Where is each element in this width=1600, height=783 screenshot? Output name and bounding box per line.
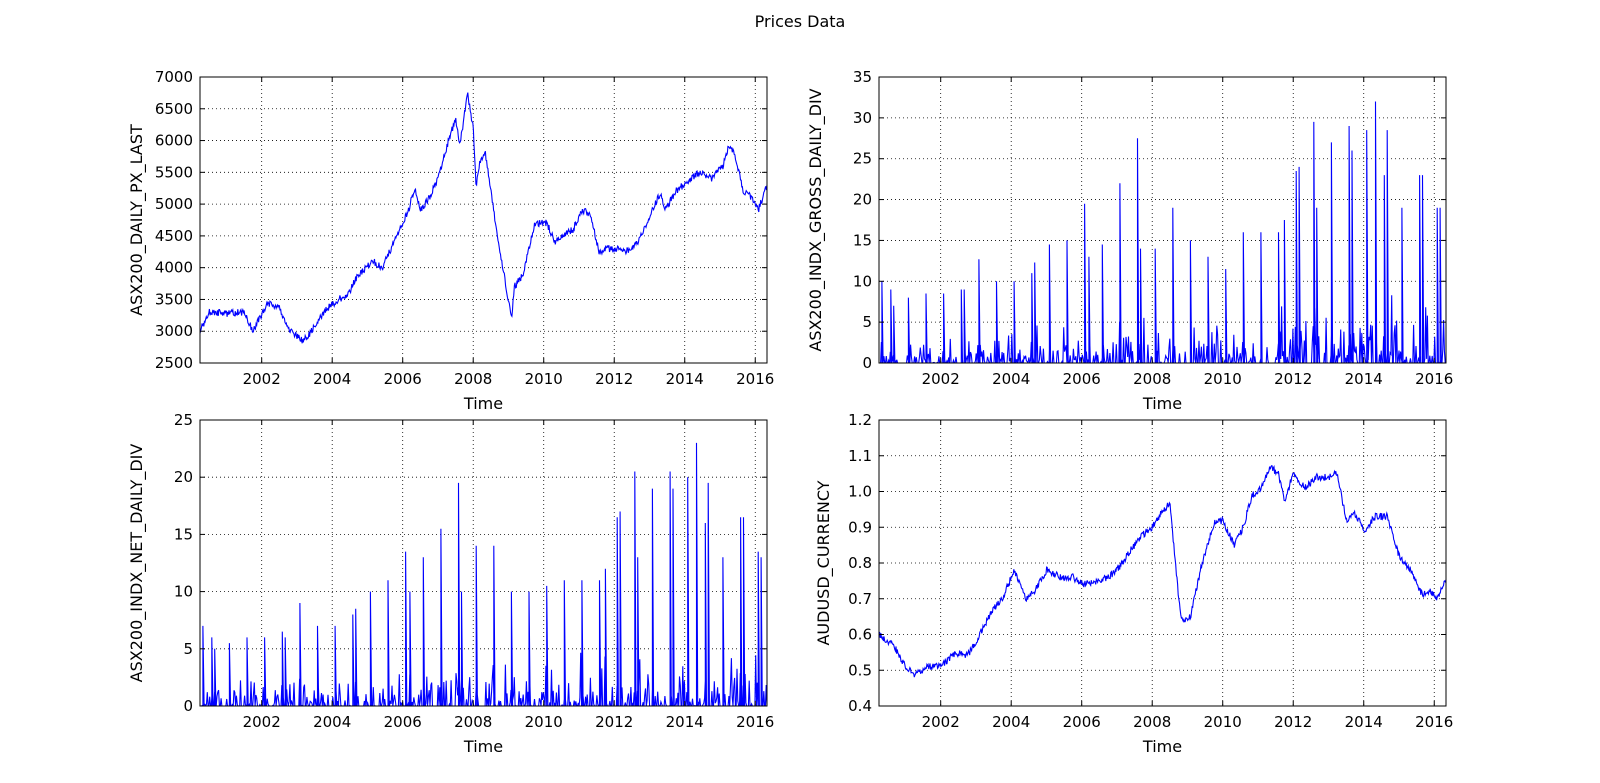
x-tick-label: 2016 — [1415, 370, 1453, 388]
x-tick-label: 2004 — [992, 370, 1030, 388]
x-tick-label: 2012 — [595, 370, 633, 388]
axes-frame — [199, 419, 768, 707]
x-tick-label: 2014 — [666, 370, 704, 388]
y-tick-label: 1.1 — [848, 447, 872, 465]
x-tick-label: 2004 — [992, 713, 1030, 731]
y-tick-label: 10 — [174, 583, 193, 601]
y-tick-label: 0 — [183, 697, 193, 715]
x-tick-label: 2008 — [1133, 370, 1171, 388]
y-tick-label: 5 — [862, 313, 872, 331]
chart-panel-net-daily-div: 2002 2004 2006 2008 2010 2012 2014 2016 0 5 10 15 20… — [127, 411, 774, 756]
x-tick-label: 2002 — [922, 713, 960, 731]
y-tick-label: 4000 — [155, 259, 193, 277]
x-tick-label: 2006 — [384, 713, 422, 731]
y-tick-label: 7000 — [155, 68, 193, 86]
x-tick-label: 2012 — [1274, 713, 1312, 731]
y-axis-label: ASX200_INDX_NET_DAILY_DIV — [127, 444, 147, 683]
y-axis-label: AUDUSD_CURRENCY — [814, 480, 834, 645]
x-tick-label: 2016 — [1415, 713, 1453, 731]
x-tick-label: 2016 — [736, 370, 774, 388]
y-tick-label: 6000 — [155, 132, 193, 150]
x-tick-label: 2010 — [1204, 713, 1242, 731]
y-tick-label: 15 — [853, 231, 872, 249]
x-axis-label: Time — [1142, 394, 1182, 413]
y-tick-label: 4500 — [155, 227, 193, 245]
y-tick-label: 0.6 — [848, 626, 872, 644]
x-tick-label: 2002 — [922, 370, 960, 388]
x-tick-label: 2006 — [1063, 370, 1101, 388]
y-tick-label: 5500 — [155, 163, 193, 181]
chart-panel-audusd: 2002 2004 2006 2008 2010 2012 2014 2016 0.4 0.5 0.… — [814, 411, 1453, 756]
x-tick-label: 2004 — [313, 713, 351, 731]
y-tick-label: 6500 — [155, 100, 193, 118]
x-tick-label: 2006 — [1063, 713, 1101, 731]
series-line — [200, 442, 767, 706]
y-tick-label: 5000 — [155, 195, 193, 213]
y-tick-label: 25 — [853, 150, 872, 168]
y-tick-label: 10 — [853, 272, 872, 290]
series-line — [200, 92, 767, 344]
y-tick-label: 20 — [853, 191, 872, 209]
axes-frame — [878, 76, 1447, 364]
x-tick-label: 2010 — [525, 370, 563, 388]
y-tick-label: 2500 — [155, 354, 193, 372]
x-tick-label: 2008 — [454, 370, 492, 388]
x-tick-label: 2010 — [1204, 370, 1242, 388]
y-axis-label: ASX200_DAILY_PX_LAST — [127, 124, 147, 316]
y-tick-label: 0.8 — [848, 554, 872, 572]
x-tick-label: 2014 — [666, 713, 704, 731]
x-tick-label: 2004 — [313, 370, 351, 388]
y-tick-label: 0.7 — [848, 590, 872, 608]
axes-frame — [878, 419, 1447, 707]
y-tick-label: 15 — [174, 525, 193, 543]
chart-panel-gross-daily-div: 2002 2004 2006 2008 2010 2012 2014 2016 0 5 10 15 20… — [806, 68, 1453, 413]
x-tick-label: 2006 — [384, 370, 422, 388]
x-axis-label: Time — [463, 394, 503, 413]
x-axis-label: Time — [1142, 737, 1182, 756]
x-tick-label: 2008 — [1133, 713, 1171, 731]
y-tick-label: 0.5 — [848, 661, 872, 679]
y-tick-label: 35 — [853, 68, 872, 86]
x-tick-label: 2016 — [736, 713, 774, 731]
y-tick-label: 30 — [853, 109, 872, 127]
y-tick-label: 1.2 — [848, 411, 872, 429]
x-tick-label: 2012 — [1274, 370, 1312, 388]
axes-frame — [199, 76, 768, 364]
series-line — [879, 101, 1446, 363]
figure-title: Prices Data — [754, 12, 846, 31]
y-tick-label: 3000 — [155, 322, 193, 340]
y-tick-label: 25 — [174, 411, 193, 429]
y-axis-label: ASX200_INDX_GROSS_DAILY_DIV — [806, 88, 826, 351]
x-tick-label: 2008 — [454, 713, 492, 731]
x-tick-label: 2002 — [243, 370, 281, 388]
y-tick-label: 0 — [862, 354, 872, 372]
series-line — [879, 464, 1446, 678]
x-tick-label: 2014 — [1345, 370, 1383, 388]
y-tick-label: 5 — [183, 640, 193, 658]
y-tick-label: 20 — [174, 468, 193, 486]
y-tick-label: 0.4 — [848, 697, 872, 715]
chart-panel-asx200-px-last: 2002 2004 2006 2008 2010 2012 2014 2016 2500 3000… — [127, 68, 774, 413]
y-tick-label: 0.9 — [848, 518, 872, 536]
y-tick-label: 3500 — [155, 290, 193, 308]
x-axis-label: Time — [463, 737, 503, 756]
x-tick-label: 2014 — [1345, 713, 1383, 731]
x-tick-label: 2012 — [595, 713, 633, 731]
x-tick-label: 2010 — [525, 713, 563, 731]
y-tick-label: 1.0 — [848, 483, 872, 501]
x-tick-label: 2002 — [243, 713, 281, 731]
